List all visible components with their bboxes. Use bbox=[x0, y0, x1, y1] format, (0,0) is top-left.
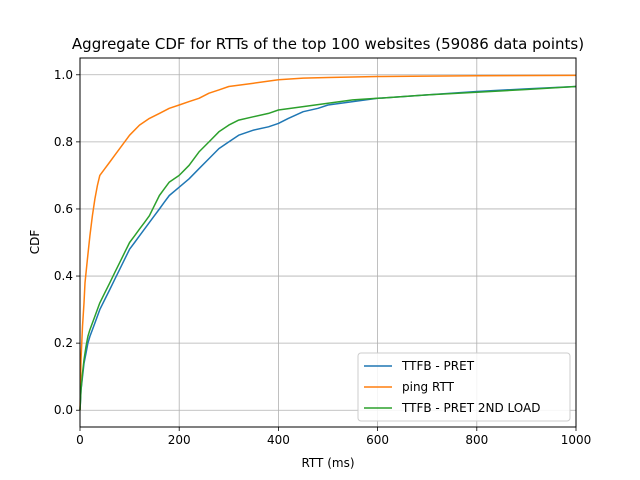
x-tick-label: 400 bbox=[267, 433, 290, 447]
series-line-3 bbox=[79, 85, 577, 411]
y-tick-label: 0.2 bbox=[54, 336, 73, 350]
x-tick-label: 1000 bbox=[561, 433, 592, 447]
legend-box bbox=[357, 352, 571, 422]
legend: TTFB - PRET ping RTT TTFB - PRET 2ND LOAD bbox=[357, 352, 571, 422]
x-tick-label: 0 bbox=[76, 433, 84, 447]
y-axis-label: CDF bbox=[28, 230, 42, 255]
legend-label: ping RTT bbox=[402, 380, 455, 394]
legend-label: TTFB - PRET bbox=[401, 359, 475, 373]
x-tick-label: 600 bbox=[366, 433, 389, 447]
grid bbox=[79, 58, 577, 427]
x-axis-label: RTT (ms) bbox=[301, 456, 354, 470]
y-tick-label: 0.6 bbox=[54, 202, 73, 216]
y-tick-label: 1.0 bbox=[54, 68, 73, 82]
y-tick-label: 0.0 bbox=[54, 403, 73, 417]
axes-frame bbox=[79, 57, 577, 428]
x-tick-label: 200 bbox=[168, 433, 191, 447]
x-axis-ticks: 0 200 400 600 800 1000 bbox=[76, 427, 591, 447]
plot-lines bbox=[79, 74, 577, 411]
y-tick-label: 0.8 bbox=[54, 135, 73, 149]
y-axis-ticks: 0.0 0.2 0.4 0.6 0.8 1.0 bbox=[54, 68, 80, 417]
legend-label: TTFB - PRET 2ND LOAD bbox=[401, 401, 540, 415]
series-line-1 bbox=[79, 85, 577, 411]
series-line-2 bbox=[79, 74, 577, 411]
y-tick-label: 0.4 bbox=[54, 269, 73, 283]
x-tick-label: 800 bbox=[465, 433, 488, 447]
chart-title: Aggregate CDF for RTTs of the top 100 we… bbox=[72, 35, 584, 53]
